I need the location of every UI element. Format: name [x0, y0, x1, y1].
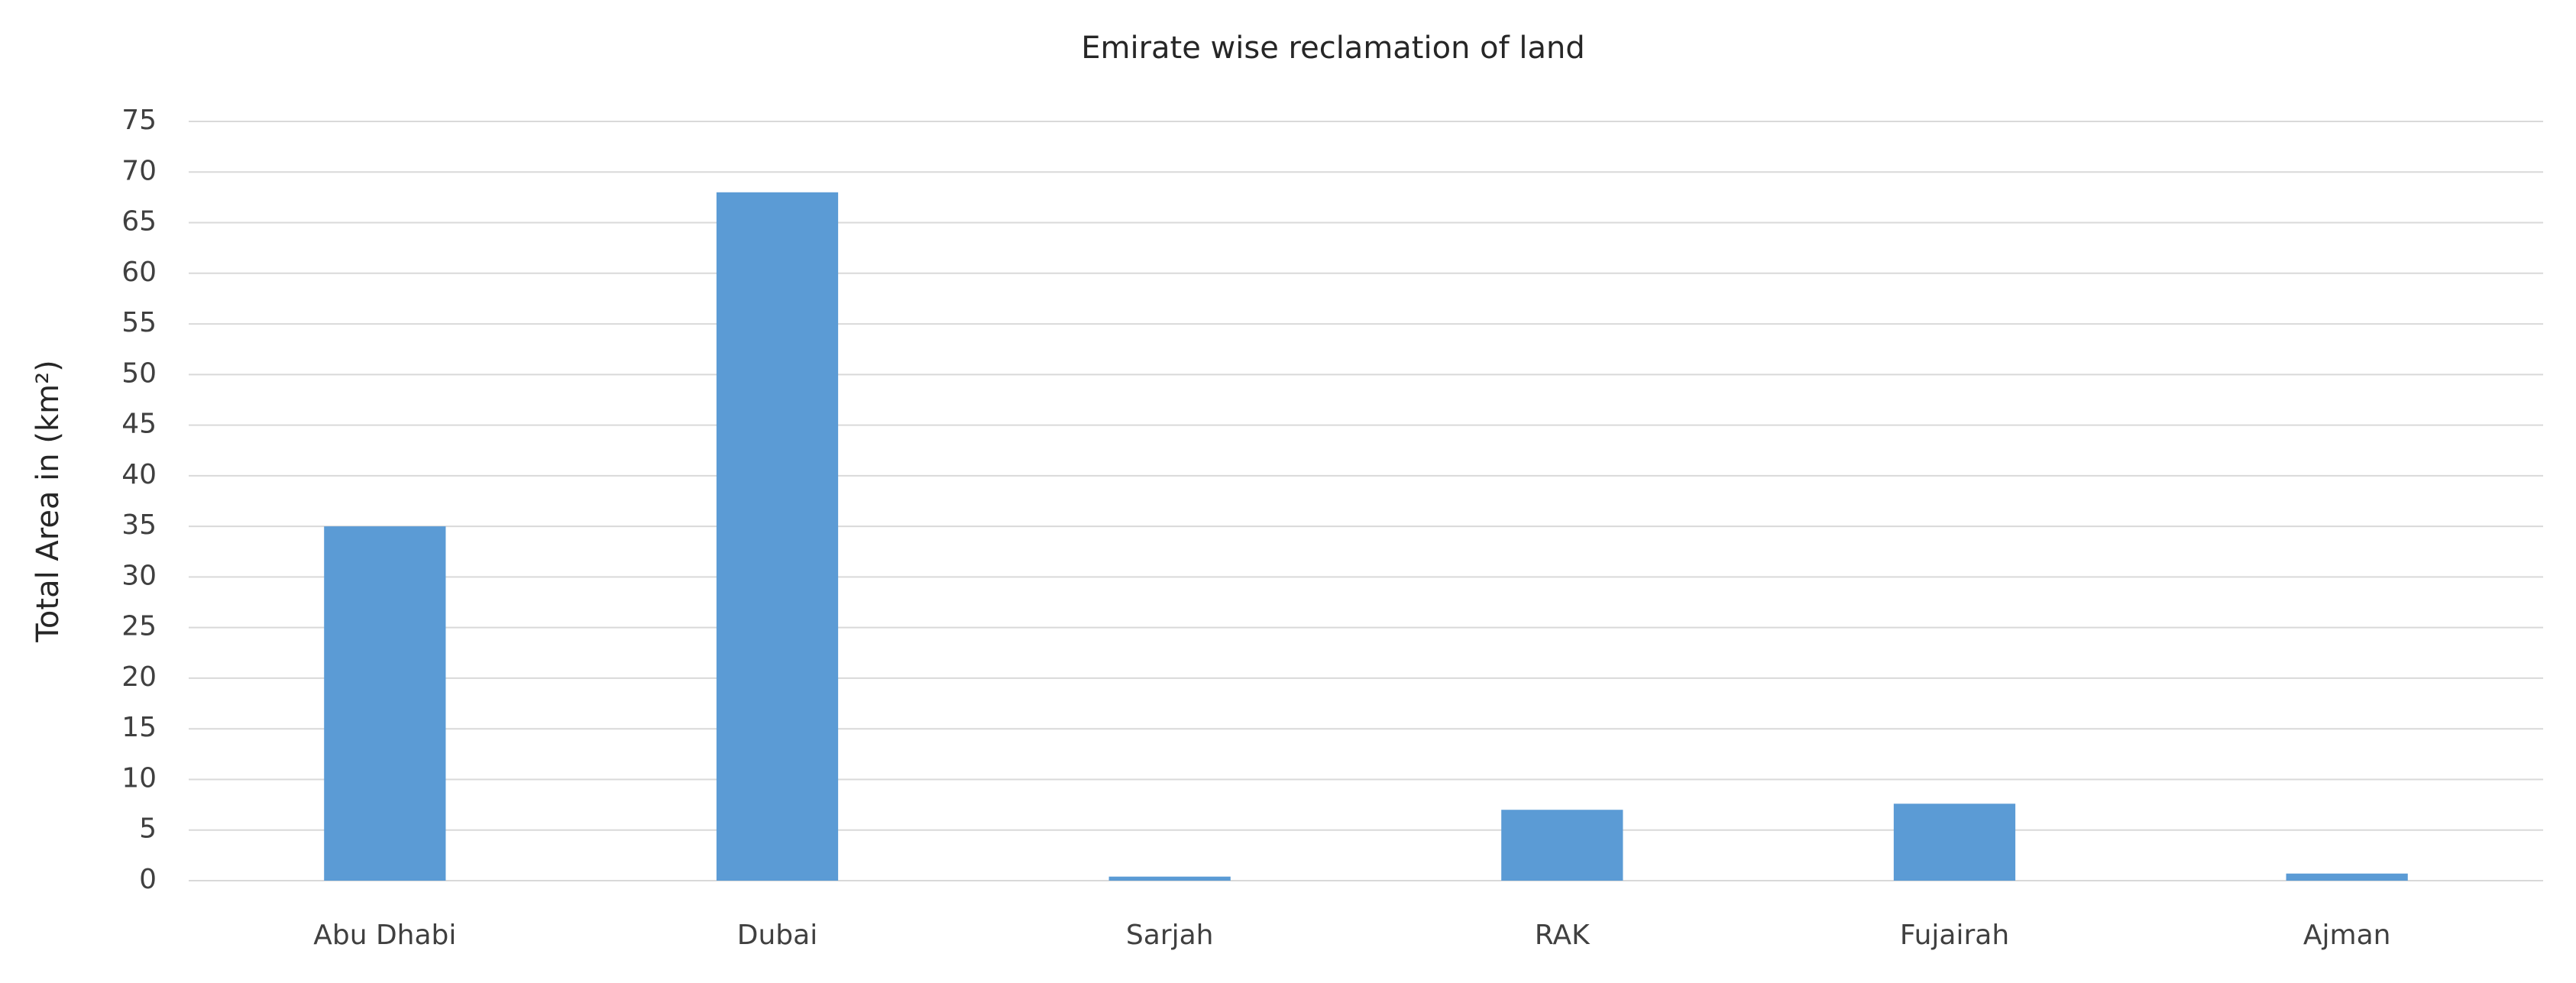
y-tick-label: 50	[121, 357, 157, 389]
bar	[2286, 873, 2408, 881]
bar	[1893, 804, 2016, 881]
y-tick-label: 40	[121, 459, 157, 490]
y-tick-label: 45	[121, 409, 157, 440]
y-tick-label: 10	[121, 762, 157, 794]
y-tick-label: 25	[121, 611, 157, 642]
bar	[1501, 810, 1623, 881]
x-tick-label: Sarjah	[1126, 920, 1214, 951]
y-tick-label: 0	[139, 864, 157, 895]
x-tick-label: Dubai	[737, 920, 817, 951]
y-axis-label: Total Area in (km²)	[31, 360, 66, 642]
chart-title: Emirate wise reclamation of land	[1081, 31, 1585, 66]
bar	[716, 192, 839, 881]
y-tick-label: 5	[139, 813, 157, 845]
y-tick-label: 65	[121, 206, 157, 238]
y-tick-label: 70	[121, 155, 157, 186]
bar	[324, 526, 446, 881]
y-tick-label: 20	[121, 661, 157, 693]
y-tick-label: 35	[121, 509, 157, 541]
y-tick-label: 15	[121, 712, 157, 743]
y-tick-label: 60	[121, 257, 157, 288]
x-tick-label: Abu Dhabi	[313, 920, 456, 951]
x-tick-label: Fujairah	[1900, 920, 2009, 951]
y-tick-label: 55	[121, 307, 157, 338]
y-tick-label: 75	[121, 105, 157, 136]
bar	[1108, 876, 1231, 881]
x-tick-label: RAK	[1535, 920, 1591, 951]
y-tick-label: 30	[121, 560, 157, 591]
x-tick-label: Ajman	[2303, 920, 2391, 951]
